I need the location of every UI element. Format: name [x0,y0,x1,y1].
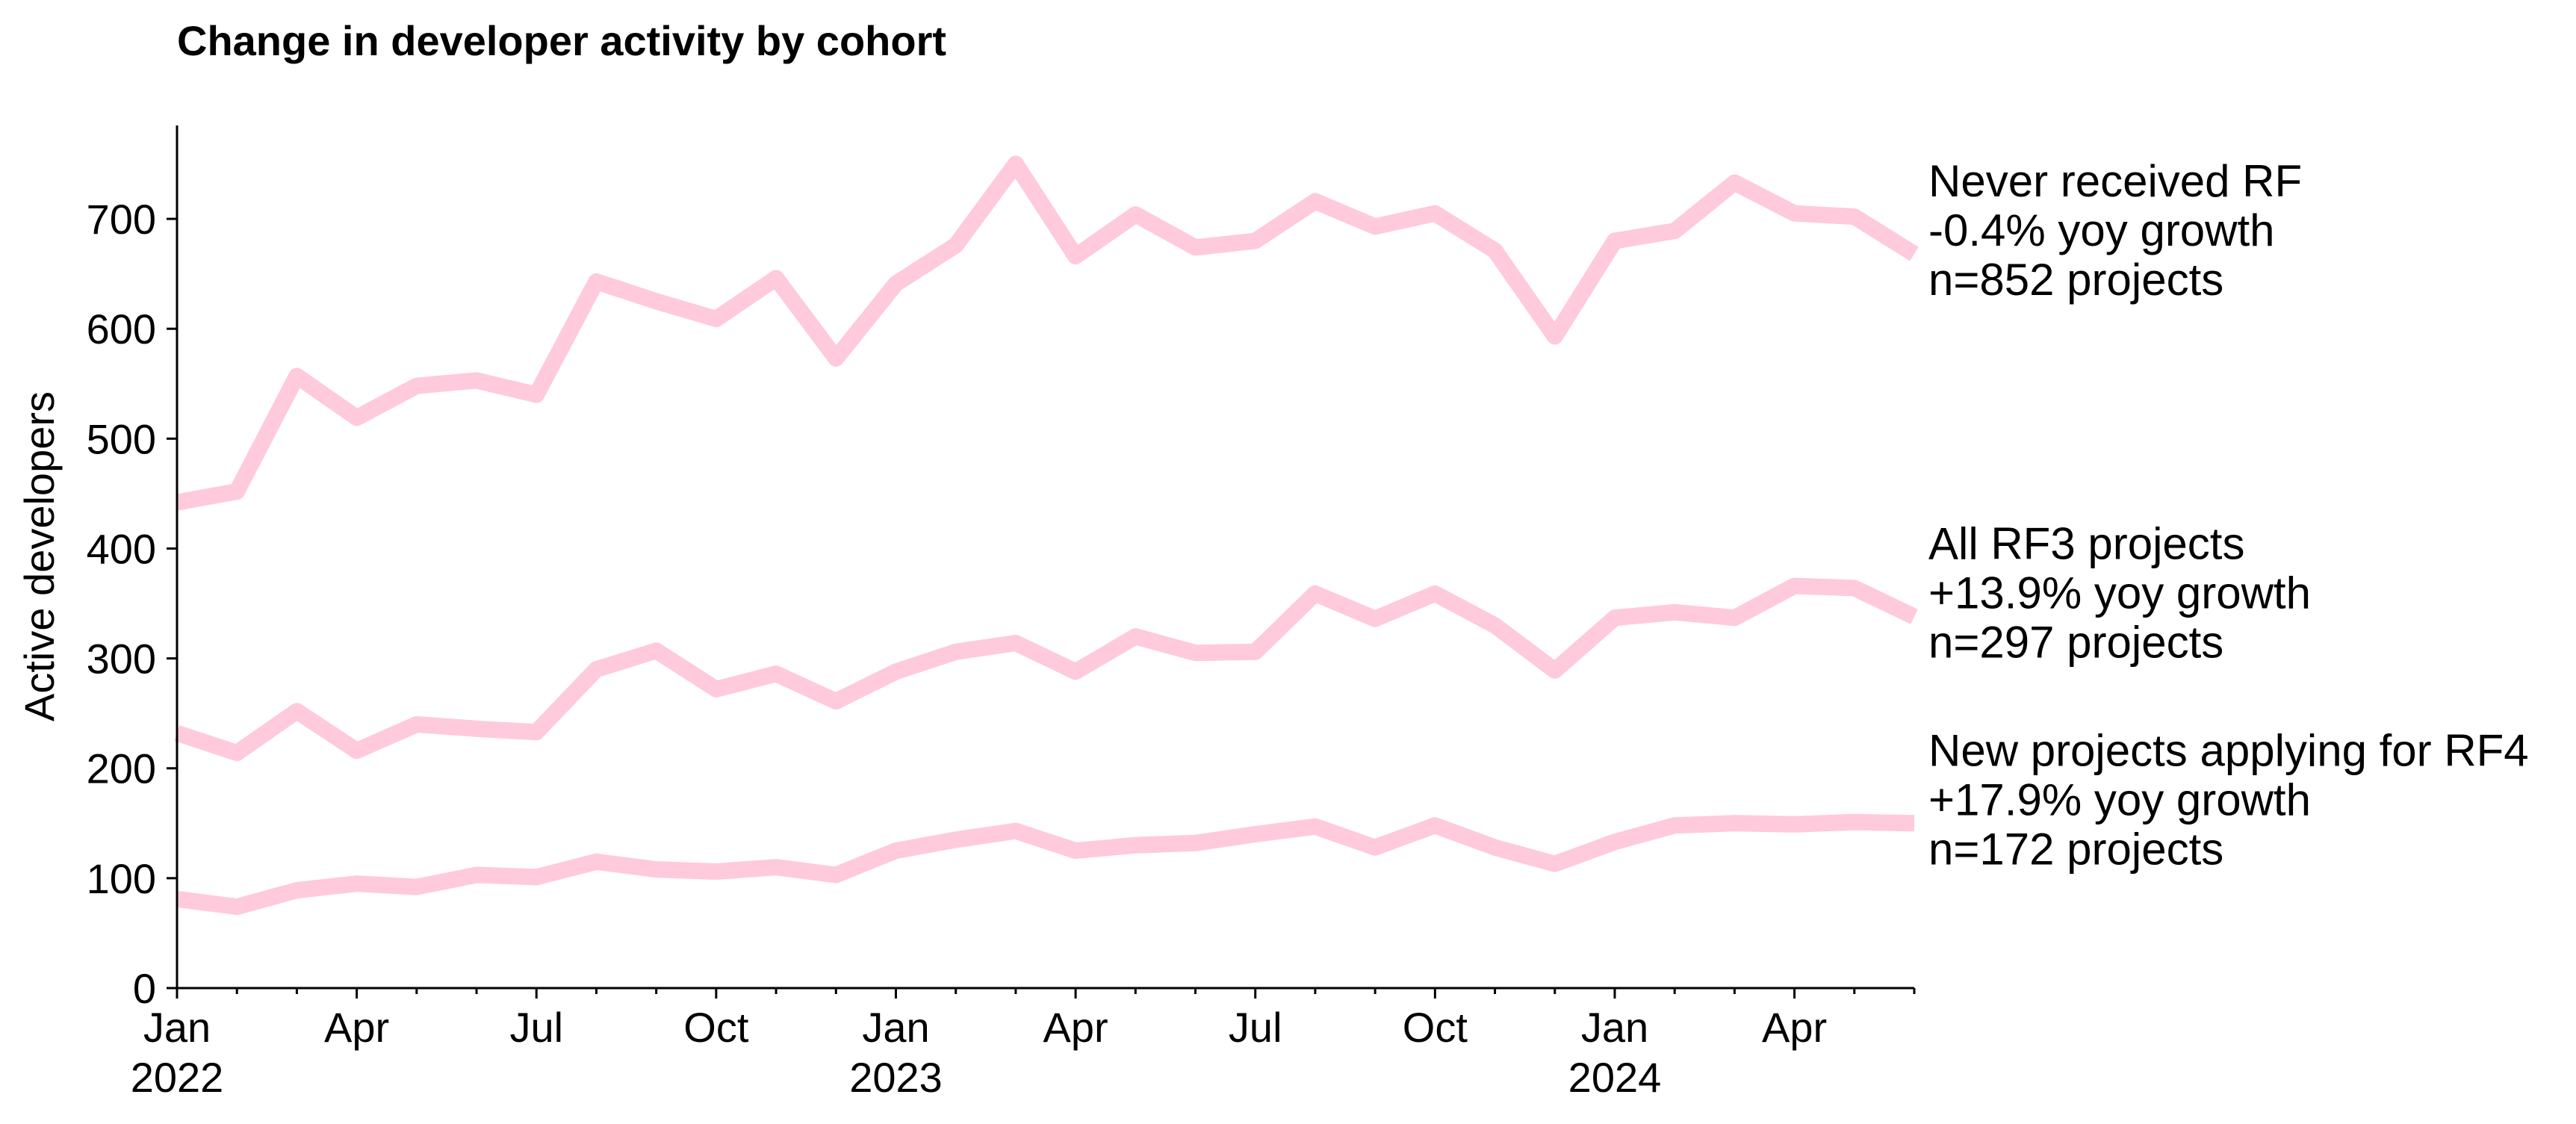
x-tick-label: Jul [509,1004,563,1051]
series-label-1-line-1: Never received RF [1928,156,2302,206]
series-label-1-line-3: n=852 projects [1928,255,2223,305]
series-label-2-line-3: n=297 projects [1928,618,2223,668]
series-label-3-line-3: n=172 projects [1928,824,2223,874]
series-label-3-line-1: New projects applying for RF4 [1928,725,2529,775]
x-tick-label: Oct [683,1004,749,1051]
x-tick-label: Jul [1229,1004,1282,1051]
x-tick-label: Jan [143,1004,211,1051]
x-tick-label: Jan [862,1004,929,1051]
x-tick-label: Oct [1403,1004,1468,1051]
y-tick-label: 100 [87,855,156,902]
y-axis-label: Active developers [16,391,63,721]
series-label-2-line-1: All RF3 projects [1928,519,2244,569]
x-tick-year-label: 2023 [849,1054,943,1101]
x-tick-label: Apr [1043,1004,1108,1051]
series-line-3 [176,813,1915,916]
series-label-2-line-2: +13.9% yoy growth [1928,568,2311,618]
x-tick-label: Jan [1581,1004,1648,1051]
x-tick-year-label: 2024 [1568,1054,1662,1101]
y-ticks: 0 100 200 300 400 500 600 700 [87,196,177,1012]
x-tick-label: Apr [324,1004,389,1051]
series-layer [174,155,1919,916]
y-tick-label: 700 [87,196,156,243]
chart-title: Change in developer activity by cohort [177,17,946,64]
y-tick-label: 300 [87,636,156,683]
x-tick-year-label: 2022 [131,1054,224,1101]
series-label-1-line-2: -0.4% yoy growth [1928,205,2275,255]
y-tick-label: 200 [87,745,156,792]
y-tick-label: 0 [133,965,156,1012]
axes-layer [176,125,1914,990]
series-label-3-line-2: +17.9% yoy growth [1928,774,2311,825]
y-tick-label: 400 [87,525,156,572]
series-line-1 [176,155,1919,511]
y-tick-label: 500 [87,415,156,462]
x-tick-label: Apr [1762,1004,1827,1051]
series-line-2 [174,577,1918,762]
y-tick-label: 600 [87,305,156,353]
